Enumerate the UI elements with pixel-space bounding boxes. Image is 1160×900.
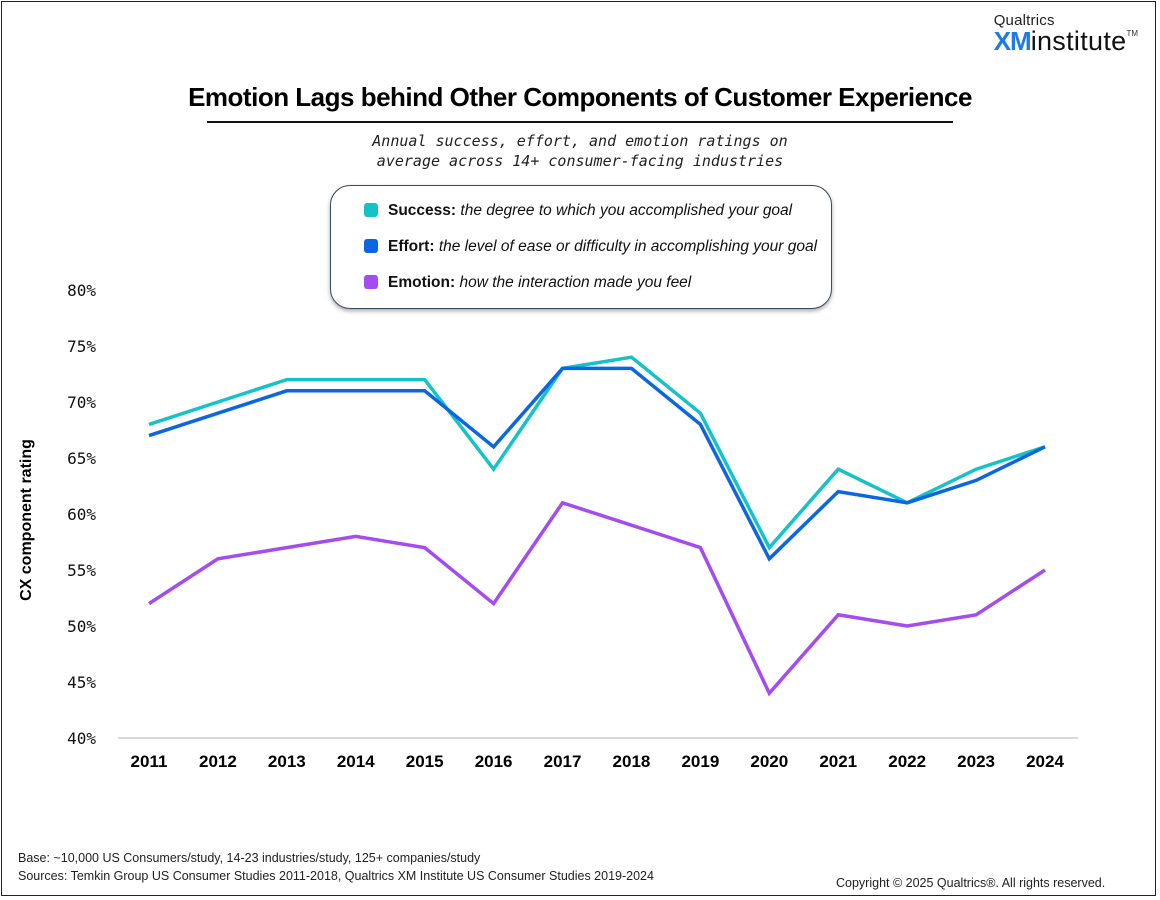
legend-label-effort: Effort: — [388, 238, 435, 255]
x-axis-ticks: 2011 2012 2013 2014 2015 2016 2017 2018 2019 2020… — [131, 752, 1065, 771]
legend-desc-effort: the level of ease or difficulty in accom… — [438, 238, 818, 255]
y-tick-label: 50% — [67, 617, 96, 636]
x-tick-label: 2012 — [199, 752, 237, 771]
x-tick-label: 2023 — [957, 752, 995, 771]
x-tick-label: 2011 — [131, 752, 168, 771]
legend-label-emotion: Emotion: — [388, 274, 456, 291]
y-axis-ticks: 40% 45% 50% 55% 60% 65% 70% 75% 80% — [67, 281, 96, 748]
logo-trademark: TM — [1126, 29, 1138, 38]
y-tick-label: 60% — [67, 505, 96, 524]
x-tick-label: 2015 — [406, 752, 444, 771]
y-tick-label: 65% — [67, 449, 96, 468]
y-tick-label: 55% — [67, 561, 96, 580]
chart-subtitle: Annual success, effort, and emotion rati… — [0, 131, 1160, 171]
x-tick-label: 2024 — [1026, 752, 1064, 771]
x-tick-label: 2022 — [888, 752, 926, 771]
legend-item-success: Success: the degree to which you accompl… — [364, 202, 792, 220]
x-tick-label: 2021 — [819, 752, 857, 771]
y-tick-label: 45% — [67, 673, 96, 692]
x-tick-label: 2018 — [613, 752, 651, 771]
series-line-emotion — [148, 500, 1046, 697]
legend-desc-emotion: how the interaction made you feel — [459, 274, 692, 291]
legend-swatch-effort — [364, 239, 378, 253]
qualtrics-xm-institute-logo: Qualtrics XMinstituteTM — [994, 12, 1138, 55]
x-tick-label: 2019 — [681, 752, 719, 771]
footnote-base: Base: ~10,000 US Consumers/study, 14-23 … — [18, 851, 481, 865]
x-tick-label: 2020 — [750, 752, 788, 771]
x-tick-label: 2013 — [268, 752, 306, 771]
y-tick-label: 40% — [67, 729, 96, 748]
title-divider — [207, 121, 953, 123]
x-tick-label: 2016 — [475, 752, 513, 771]
series-lines — [148, 355, 1046, 697]
legend-box: Success: the degree to which you accompl… — [330, 185, 832, 309]
x-tick-label: 2014 — [337, 752, 375, 771]
legend-desc-success: the degree to which you accomplished you… — [460, 202, 793, 219]
y-tick-label: 75% — [67, 337, 96, 356]
series-line-effort — [148, 366, 1046, 562]
copyright-notice: Copyright © 2025 Qualtrics®. All rights … — [836, 876, 1106, 890]
logo-xm-text: XM — [993, 26, 1032, 56]
subtitle-line-2: average across 14+ consumer-facing indus… — [376, 152, 784, 170]
legend-item-effort: Effort: the level of ease or difficulty … — [364, 238, 817, 256]
y-tick-label: 80% — [67, 281, 96, 300]
subtitle-line-1: Annual success, effort, and emotion rati… — [372, 132, 788, 150]
footnote-sources: Sources: Temkin Group US Consumer Studie… — [18, 869, 654, 883]
legend-swatch-emotion — [364, 275, 378, 289]
logo-qualtrics-text: Qualtrics — [993, 12, 1055, 29]
logo-institute-text: institute — [1030, 26, 1127, 56]
x-tick-label: 2017 — [544, 752, 582, 771]
legend-item-emotion: Emotion: how the interaction made you fe… — [364, 274, 691, 292]
chart-title: Emotion Lags behind Other Components of … — [188, 82, 972, 112]
y-tick-label: 70% — [67, 393, 96, 412]
series-line-success — [148, 355, 1046, 551]
legend-label-success: Success: — [388, 202, 457, 219]
legend-swatch-success — [364, 203, 378, 217]
